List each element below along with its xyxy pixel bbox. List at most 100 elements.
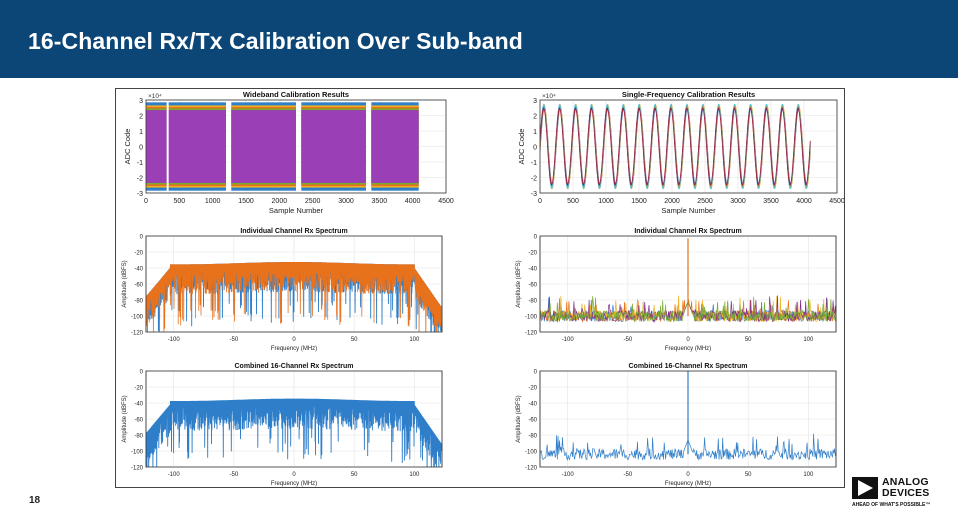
x-tick-label: 100 [409,472,420,478]
chart-6: -100 -50 0 50 100 -120 -100 -80 -60 -40 -20 0 Combin… [516,363,837,487]
series-line [146,261,442,332]
chart-title: Wideband Calibration Results [243,90,349,99]
y-tick-label: -3 [137,191,143,198]
y-tick-label: 0 [534,370,538,376]
series-group [146,398,442,467]
y-tick-label: -20 [134,251,143,257]
y-tick-label: -20 [134,386,143,392]
x-tick-label: 2500 [305,198,321,205]
y-tick-label: -80 [134,299,143,305]
x-tick-label: 50 [745,337,752,343]
x-tick-label: 4000 [405,198,421,205]
y-multiplier: ×10⁴ [542,93,556,100]
y-tick-label: -100 [131,450,144,456]
y-tick-label: -100 [525,450,538,456]
y-tick-label: -60 [134,418,143,424]
x-axis-label: Frequency (MHz) [271,346,317,352]
y-axis-label: ADC Code [517,129,526,165]
x-tick-label: 1500 [631,198,647,205]
series-band [231,110,296,183]
y-tick-label: -1 [137,160,143,167]
chart-title: Single-Frequency Calibration Results [622,90,755,99]
y-tick-label: -1 [531,160,537,167]
analog-devices-logo: ANALOG DEVICES AHEAD OF WHAT'S POSSIBLE™ [852,476,942,512]
chart-1: 0 500 1000 1500 2000 2500 3000 3500 4000 4500 -3 -2… [123,90,454,215]
plot-frame [539,370,837,468]
chart-title: Individual Channel Rx Spectrum [240,228,347,235]
x-tick-label: 0 [144,198,148,205]
x-tick-label: 0 [538,198,542,205]
x-tick-label: 2000 [664,198,680,205]
series-group [146,101,419,192]
y-tick-label: -120 [525,331,538,337]
plot-frame [145,370,443,468]
y-tick-label: -2 [137,176,143,183]
x-tick-label: 3500 [372,198,388,205]
x-tick-label: 500 [173,198,185,205]
y-tick-label: -40 [528,267,537,273]
x-tick-label: 100 [409,337,420,343]
x-tick-label: 100 [803,337,814,343]
x-tick-label: -100 [562,472,575,478]
x-axis-label: Sample Number [269,206,324,215]
series-group [540,371,836,461]
x-tick-label: 100 [803,472,814,478]
chart-2: 0 500 1000 1500 2000 2500 3000 3500 4000 4500 -3 -2… [517,90,844,215]
plot-frame [539,235,837,333]
plots-svg: 0 500 1000 1500 2000 2500 3000 3500 4000 4500-3-2… [122,90,844,487]
x-tick-label: 1500 [238,198,254,205]
x-tick-label: 2500 [697,198,713,205]
series-line [540,107,811,186]
logo-tagline: AHEAD OF WHAT'S POSSIBLE™ [852,502,931,508]
slide-header: 16-Channel Rx/Tx Calibration Over Sub-ba… [0,0,958,78]
chart-3: -100 -50 0 50 100 -120 -100 -80 -60 -40 -20 0 Indivi… [122,228,443,352]
x-tick-label: 0 [292,337,296,343]
chart-4: -100 -50 0 50 100 -120 -100 -80 -60 -40 -20 0 Indivi… [516,228,837,352]
x-tick-label: -50 [230,337,239,343]
x-axis-label: Sample Number [661,206,716,215]
series-band [168,110,226,183]
y-tick-label: -100 [131,315,144,321]
y-tick-label: 2 [533,114,537,121]
x-tick-label: 0 [292,472,296,478]
y-tick-label: 0 [140,235,144,241]
series-line [146,398,442,467]
x-tick-label: 4500 [438,198,454,205]
series-group [540,103,811,190]
logo-line2: DEVICES [882,487,930,499]
chart-5: -100 -50 0 50 100 -120 -100 -80 -60 -40 -20 0 Combin… [122,363,443,487]
x-tick-label: -50 [624,472,633,478]
x-axis-label: Frequency (MHz) [665,346,711,352]
chart-title: Combined 16-Channel Rx Spectrum [628,363,747,370]
y-tick-label: -60 [528,418,537,424]
y-tick-label: -120 [131,466,144,472]
x-tick-label: 3500 [763,198,779,205]
series-group [146,261,442,332]
x-axis-label: Frequency (MHz) [665,481,711,487]
x-tick-label: 50 [351,472,358,478]
y-tick-label: -60 [134,283,143,289]
series-band [301,110,366,183]
y-axis-label: Amplitude (dBFS) [516,395,522,442]
chart-title: Individual Channel Rx Spectrum [634,228,741,235]
x-tick-label: -50 [624,337,633,343]
x-tick-label: 3000 [730,198,746,205]
y-tick-label: -80 [134,434,143,440]
y-tick-label: 0 [533,145,537,152]
x-tick-label: -100 [168,472,181,478]
y-tick-label: -40 [134,267,143,273]
x-tick-label: 1000 [598,198,614,205]
x-tick-label: 4000 [796,198,812,205]
logo-line1: ANALOG [882,476,929,488]
y-axis-label: Amplitude (dBFS) [122,260,128,307]
y-tick-label: -60 [528,283,537,289]
x-tick-label: 3000 [338,198,354,205]
series-group [540,238,836,323]
y-tick-label: -2 [531,176,537,183]
x-tick-label: -100 [168,337,181,343]
y-tick-label: 2 [139,114,143,121]
y-multiplier: ×10⁴ [148,93,162,100]
y-tick-label: -80 [528,299,537,305]
y-tick-label: -40 [528,402,537,408]
y-tick-label: 0 [534,235,538,241]
